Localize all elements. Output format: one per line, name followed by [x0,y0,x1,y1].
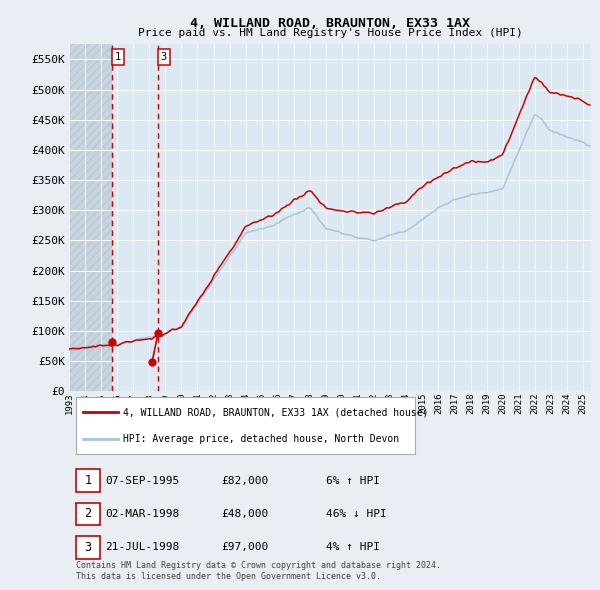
Text: 2: 2 [85,507,92,520]
Text: £48,000: £48,000 [221,509,269,519]
Text: 4, WILLAND ROAD, BRAUNTON, EX33 1AX: 4, WILLAND ROAD, BRAUNTON, EX33 1AX [190,17,470,30]
Text: 4, WILLAND ROAD, BRAUNTON, EX33 1AX (detached house): 4, WILLAND ROAD, BRAUNTON, EX33 1AX (det… [123,407,428,417]
Text: Price paid vs. HM Land Registry's House Price Index (HPI): Price paid vs. HM Land Registry's House … [137,28,523,38]
Text: 4% ↑ HPI: 4% ↑ HPI [326,542,380,552]
Text: 3: 3 [85,541,92,554]
Text: 1: 1 [115,52,121,62]
Bar [76,536,100,559]
Text: 46% ↓ HPI: 46% ↓ HPI [326,509,386,519]
Text: HPI: Average price, detached house, North Devon: HPI: Average price, detached house, Nort… [123,434,399,444]
Bar [76,396,415,454]
Text: 21-JUL-1998: 21-JUL-1998 [106,542,180,552]
Text: 3: 3 [161,52,167,62]
Bar [69,44,112,391]
Bar [76,469,100,492]
Text: £82,000: £82,000 [221,476,269,486]
Bar [76,503,100,525]
Text: Contains HM Land Registry data © Crown copyright and database right 2024.
This d: Contains HM Land Registry data © Crown c… [76,561,441,581]
Text: 6% ↑ HPI: 6% ↑ HPI [326,476,380,486]
Text: £97,000: £97,000 [221,542,269,552]
Text: 1: 1 [85,474,92,487]
Bar [69,44,112,391]
Text: 02-MAR-1998: 02-MAR-1998 [106,509,180,519]
Text: 07-SEP-1995: 07-SEP-1995 [106,476,180,486]
